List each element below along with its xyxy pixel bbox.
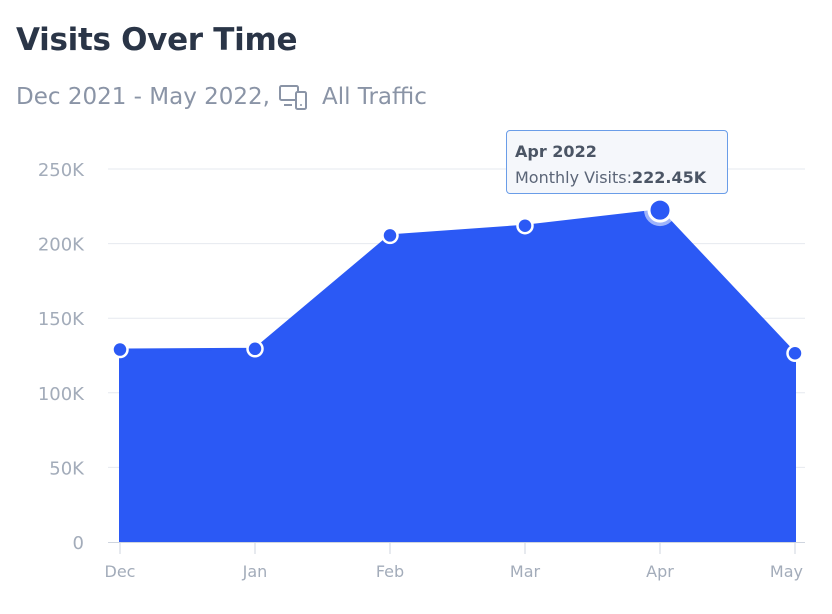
y-tick-label: 100K [38, 384, 85, 405]
data-point[interactable] [111, 340, 129, 359]
tooltip-value: 222.45K [631, 168, 707, 187]
data-point[interactable] [516, 216, 534, 235]
x-tick-label: Apr [646, 562, 674, 581]
data-point[interactable] [246, 340, 264, 358]
data-point[interactable] [381, 226, 399, 245]
tooltip-title: Apr 2022 [515, 142, 597, 161]
y-tick-label: 200K [38, 235, 85, 256]
x-tick-label: Feb [376, 562, 404, 581]
chart-title: Visits Over Time [16, 22, 298, 58]
x-tick-label: Mar [510, 562, 541, 581]
devices-icon[interactable] [278, 82, 312, 112]
area-series[interactable] [119, 209, 796, 543]
data-point-highlighted[interactable] [647, 197, 673, 223]
y-tick-label: 150K [38, 309, 85, 330]
date-range: Dec 2021 - May 2022, [16, 84, 270, 110]
chart-subtitle: Dec 2021 - May 2022, All Traffic [16, 82, 427, 112]
data-point[interactable] [786, 344, 804, 363]
y-tick-label: 250K [38, 160, 85, 181]
tooltip-label: Monthly Visits: [515, 168, 632, 187]
y-tick-label: 50K [49, 458, 85, 479]
traffic-filter[interactable]: All Traffic [321, 84, 427, 110]
x-tick-label: Dec [105, 562, 136, 581]
y-tick-label: 0 [73, 533, 84, 554]
chart-tooltip: Apr 2022 Monthly Visits:222.45K [506, 130, 728, 194]
x-tick-label: Jan [242, 562, 268, 581]
tooltip-body: Monthly Visits:222.45K [515, 165, 719, 191]
x-tick-label: May [770, 562, 803, 581]
